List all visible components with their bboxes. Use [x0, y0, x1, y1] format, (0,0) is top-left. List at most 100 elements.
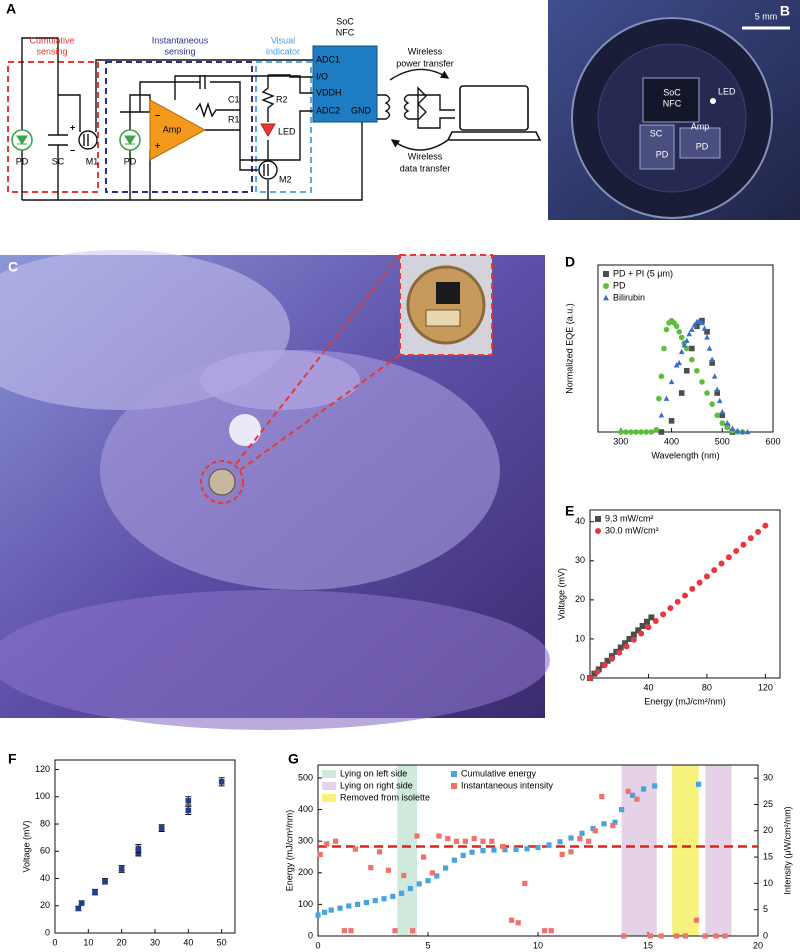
x-tick-label: 20 [117, 937, 127, 947]
point [535, 844, 541, 851]
y-tick-label: 300 [298, 836, 313, 846]
point [638, 429, 644, 435]
y2-tick-label: 0 [763, 930, 768, 940]
x-axis-label: Wavelength (nm) [651, 450, 719, 460]
soc-label: SoC [336, 16, 354, 26]
component-label: PD [16, 156, 29, 166]
circuit-diagram: A Cumulative sensing Instantaneous sensi… [6, 1, 542, 201]
capacitor [199, 75, 206, 89]
point [663, 395, 670, 401]
y-tick-label: 500 [298, 772, 313, 782]
point [604, 657, 611, 664]
point [645, 624, 652, 631]
polarity: + [70, 122, 75, 132]
legend-label: Instantaneous intensity [461, 780, 554, 790]
y2-tick-label: 20 [763, 825, 773, 835]
zoom-line [235, 254, 401, 471]
point [709, 360, 715, 366]
point [622, 640, 629, 647]
point [591, 670, 598, 677]
point [702, 933, 708, 939]
wire [21, 37, 363, 201]
pin-label: GND [351, 105, 372, 115]
arrow [389, 68, 450, 81]
led-dot [710, 98, 716, 104]
inset-component [425, 309, 461, 327]
box-label: indicator [266, 46, 300, 56]
span [397, 765, 417, 936]
point [502, 847, 508, 853]
legend-label: Bilirubin [613, 292, 645, 302]
point [341, 928, 347, 934]
indicator-box [255, 61, 312, 193]
point [445, 836, 451, 842]
point [713, 933, 719, 939]
point [639, 623, 646, 630]
point [729, 425, 736, 431]
point [480, 848, 486, 854]
legend-label: 9.3 mW/cm² [605, 513, 654, 523]
point [635, 627, 642, 634]
point [693, 917, 699, 923]
x-tick-label: 40 [643, 682, 653, 692]
point [676, 359, 682, 366]
y-tick-label: 60 [40, 846, 50, 856]
point [696, 579, 703, 586]
point [601, 662, 608, 669]
x-tick-label: 10 [83, 937, 93, 947]
point [689, 356, 695, 363]
point [638, 630, 645, 637]
legend-marker [595, 528, 601, 534]
point [647, 933, 653, 939]
box-label: Cumulative [29, 35, 74, 45]
panel-label: A [6, 1, 16, 17]
photo-label: LED [718, 86, 736, 96]
soc-label: NFC [336, 27, 355, 37]
y2-tick-label: 15 [763, 851, 773, 861]
point [185, 807, 192, 814]
panel-label: G [288, 751, 299, 767]
point [628, 429, 634, 435]
y-tick-label: 400 [298, 804, 313, 814]
point [158, 825, 165, 831]
plot-frame [54, 759, 236, 934]
y2-tick-label: 25 [763, 799, 773, 809]
point [363, 899, 369, 906]
point [462, 838, 468, 844]
point [390, 893, 396, 900]
point [704, 329, 710, 335]
point [714, 412, 721, 419]
photo-label: PD [656, 149, 669, 159]
y2-axis-label: Intensity (μW/cm²/nm) [782, 806, 792, 894]
x-tick-label: 0 [315, 940, 320, 950]
point [696, 781, 702, 787]
point [377, 849, 383, 855]
point [385, 867, 391, 873]
point [451, 857, 457, 863]
point [694, 367, 700, 374]
panel-label: D [565, 254, 575, 270]
legend-marker [451, 783, 457, 789]
y-axis-label: Voltage (mV) [556, 568, 566, 620]
point [739, 428, 746, 435]
x-tick-label: 300 [613, 436, 628, 446]
box-label: sensing [164, 46, 195, 56]
x-tick-label: 50 [217, 937, 227, 947]
point [658, 373, 665, 380]
panel-label: C [8, 259, 18, 275]
polarity: − [70, 145, 75, 155]
point [668, 378, 675, 385]
point [333, 838, 339, 844]
point [676, 329, 682, 335]
point [317, 851, 323, 858]
component-label: M1 [86, 156, 99, 166]
point [460, 852, 466, 858]
component [639, 124, 675, 170]
pin-label: ADC1 [316, 54, 340, 64]
point [711, 373, 718, 379]
plot-frame [589, 509, 781, 679]
point [626, 635, 633, 642]
point [762, 522, 769, 529]
component-label: R1 [228, 114, 240, 124]
